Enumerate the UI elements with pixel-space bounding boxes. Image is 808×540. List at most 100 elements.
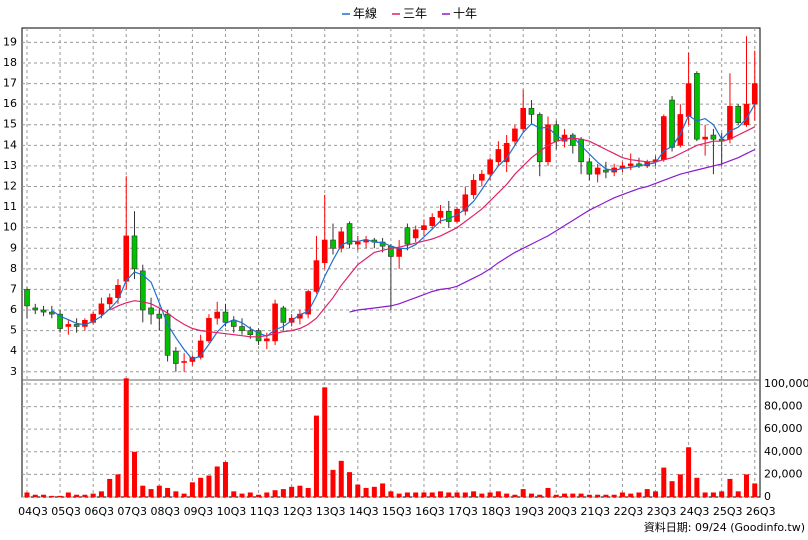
y-tick-label: 6 (10, 303, 17, 316)
candle-body (404, 227, 411, 245)
candle-body (412, 229, 419, 239)
y-tick-label: 4 (10, 344, 17, 357)
volume-bar (686, 447, 692, 497)
candle-body (429, 217, 436, 226)
y-tick-label: 9 (10, 241, 17, 254)
x-tick-label: 15Q3 (382, 505, 412, 518)
volume-bar (222, 461, 228, 497)
candle-body (396, 247, 402, 257)
candle-body (49, 311, 55, 315)
volume-bar (512, 494, 518, 497)
volume-bar (619, 492, 625, 497)
x-tick-label: 22Q3 (614, 505, 644, 518)
volume-bar (123, 378, 129, 497)
x-tick-label: 06Q3 (84, 505, 114, 518)
volume-bar (669, 481, 675, 497)
legend-label: 三年 (403, 7, 427, 21)
y-tick-label: 17 (3, 77, 17, 90)
candle-body (536, 114, 543, 163)
ma-line (51, 103, 756, 361)
volume-bar (132, 451, 138, 497)
volume-bar (636, 492, 642, 497)
candle-body (173, 350, 179, 364)
volume-bar (173, 491, 179, 497)
volume-bar (644, 489, 650, 497)
candle-body (181, 361, 187, 363)
volume-bar (743, 474, 749, 497)
volume-bar (371, 486, 377, 497)
candle-body (305, 291, 311, 315)
volume-bar (322, 387, 328, 497)
volume-bar (653, 491, 659, 497)
candle-body (627, 163, 634, 167)
x-tick-label: 25Q3 (713, 505, 743, 518)
candle-body (164, 313, 171, 356)
candle-body (222, 311, 229, 323)
volume-bar (487, 492, 493, 497)
volume-bar (404, 492, 410, 497)
candle-body (106, 297, 113, 305)
candle-body (421, 225, 427, 231)
x-tick-label: 04Q3 (18, 505, 48, 518)
volume-bar (272, 490, 278, 497)
candle-body (594, 167, 601, 175)
volume-bar (611, 494, 617, 497)
x-tick-label: 21Q3 (581, 505, 611, 518)
x-tick-label: 13Q3 (316, 505, 346, 518)
candle-body (98, 303, 105, 315)
candle-body (479, 173, 485, 181)
candle-body (82, 320, 88, 327)
volume-bar (586, 494, 592, 497)
volume-bar (247, 492, 253, 497)
candle-body (230, 320, 237, 327)
volume-bar (562, 493, 568, 497)
candle-body (73, 324, 80, 327)
volume-bar (471, 491, 477, 497)
x-tick-label: 17Q3 (448, 505, 478, 518)
volume-bar (603, 494, 609, 497)
volume-bar (380, 483, 386, 497)
candle-body (578, 138, 584, 163)
x-tick-label: 19Q3 (514, 505, 544, 518)
candle-body (280, 307, 287, 323)
candle-body (702, 136, 708, 140)
legend-label: 年線 (353, 6, 377, 21)
volume-bar (661, 467, 667, 497)
candle-body (214, 311, 221, 319)
x-tick-label: 23Q3 (647, 505, 677, 518)
volume-bar (264, 492, 270, 497)
volume-bar (396, 493, 402, 497)
volume-bar (82, 494, 88, 497)
candle-body (669, 99, 675, 148)
volume-bar (289, 486, 295, 497)
ma-line (109, 126, 756, 338)
candle-body (123, 235, 130, 282)
x-tick-label: 11Q3 (250, 505, 280, 518)
volume-bar (454, 492, 460, 497)
candle-body (354, 241, 361, 245)
candle-body (495, 149, 502, 163)
y-tick-label: 7 (10, 282, 17, 295)
y2-tick-label: 0 (764, 490, 771, 503)
volume-bar (297, 485, 303, 497)
candle-body (206, 317, 212, 342)
y-tick-label: 11 (3, 200, 17, 213)
candle-body (503, 142, 510, 163)
candle-body (40, 309, 47, 313)
candle-body (131, 235, 138, 270)
candle-body (586, 161, 593, 175)
y-tick-label: 3 (10, 365, 17, 378)
volume-bar (520, 489, 526, 497)
candle-body (487, 159, 493, 175)
volume-bar (181, 493, 187, 497)
volume-bar (545, 487, 551, 497)
volume-bar (214, 466, 220, 497)
volume-bar (363, 487, 369, 497)
volume-bar (74, 494, 80, 497)
x-tick-label: 08Q3 (150, 505, 180, 518)
candle-body (57, 313, 63, 329)
y-tick-label: 12 (3, 180, 17, 193)
y2-tick-label: 100,000 (764, 377, 808, 390)
ma-line (349, 148, 756, 313)
